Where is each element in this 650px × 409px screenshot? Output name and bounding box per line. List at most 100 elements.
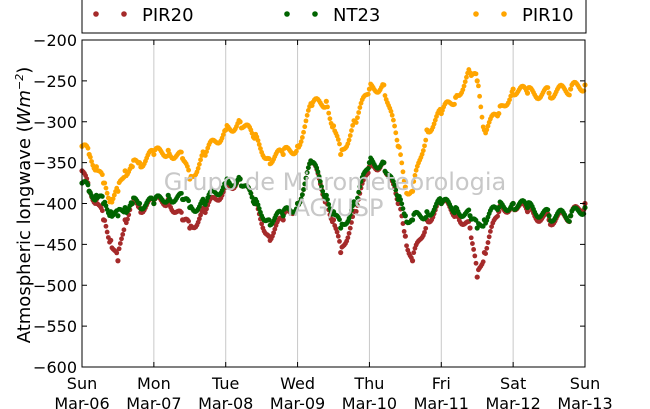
data-point — [259, 221, 265, 227]
data-point — [474, 78, 480, 84]
data-point — [401, 229, 407, 234]
x-tick-date-label: Mar-06 — [54, 394, 109, 409]
data-point — [480, 259, 486, 265]
data-point — [545, 207, 551, 213]
data-point — [299, 135, 305, 140]
data-point — [546, 213, 552, 219]
x-tick-day-label: Sun — [570, 374, 600, 393]
data-point — [198, 157, 203, 163]
plot-points — [79, 67, 588, 280]
data-point — [460, 87, 466, 93]
y-axis-label: Atmospheric longwave (Wm−2) — [13, 67, 35, 344]
data-point — [356, 110, 362, 115]
data-point — [381, 82, 387, 88]
legend: PIR20 NT23 PIR10 — [93, 5, 574, 26]
data-point — [473, 71, 479, 77]
data-point — [93, 164, 99, 170]
data-point — [382, 93, 388, 98]
data-point — [323, 98, 329, 104]
data-point — [103, 185, 109, 191]
data-point — [495, 213, 500, 219]
data-point — [330, 217, 337, 223]
data-point — [411, 179, 417, 184]
data-point — [524, 204, 531, 211]
data-point — [468, 235, 474, 241]
legend-marker — [93, 11, 99, 17]
data-point — [483, 251, 488, 256]
data-point — [464, 74, 469, 80]
x-tick-day-label: Mon — [137, 374, 171, 393]
data-point — [411, 250, 417, 256]
data-point — [345, 235, 351, 241]
x-tick-day-label: Tue — [211, 374, 239, 393]
data-point — [484, 245, 490, 251]
data-point — [398, 197, 403, 203]
data-point — [402, 213, 408, 219]
x-tick-date-label: Mar-08 — [198, 394, 253, 409]
data-point — [422, 229, 427, 235]
data-point — [237, 119, 243, 125]
data-point — [117, 241, 123, 246]
data-point — [99, 208, 105, 214]
data-point — [423, 225, 429, 231]
data-point — [489, 224, 494, 230]
x-tick-date-label: Mar-13 — [557, 394, 612, 409]
data-point — [346, 230, 352, 236]
data-point — [255, 138, 261, 143]
data-point — [335, 137, 341, 142]
y-tick-label: −500 — [33, 276, 77, 295]
data-point — [338, 249, 344, 256]
data-point — [327, 116, 333, 122]
data-point — [301, 129, 306, 135]
data-point — [392, 123, 397, 129]
data-point — [400, 206, 406, 211]
data-point — [487, 229, 493, 234]
x-tick-date-label: Mar-12 — [485, 394, 540, 409]
data-point — [266, 217, 272, 223]
legend-label: NT23 — [333, 5, 380, 26]
data-point — [115, 213, 121, 219]
data-point — [452, 214, 457, 220]
data-point — [545, 85, 551, 90]
data-point — [104, 229, 110, 235]
data-point — [335, 233, 341, 239]
data-point — [102, 218, 108, 223]
legend-label: PIR10 — [522, 5, 574, 26]
data-point — [473, 260, 479, 266]
data-point — [437, 196, 443, 201]
data-point — [314, 165, 320, 171]
data-point — [409, 188, 416, 194]
y-tick-label: −400 — [33, 195, 77, 214]
data-point — [524, 209, 531, 215]
data-point — [316, 174, 322, 179]
data-point — [399, 160, 405, 166]
data-point — [204, 149, 209, 155]
data-point — [388, 108, 394, 114]
y-tick-label: −200 — [33, 31, 77, 50]
data-point — [305, 108, 311, 113]
data-point — [304, 112, 310, 118]
data-point — [303, 118, 309, 124]
y-tick-label: −550 — [33, 317, 77, 336]
data-point — [358, 179, 364, 184]
data-point — [220, 132, 226, 138]
data-point — [413, 167, 419, 173]
data-point — [179, 149, 184, 155]
data-point — [299, 192, 305, 198]
data-point — [353, 209, 359, 214]
data-point — [349, 128, 354, 133]
data-point — [204, 206, 209, 212]
data-point — [404, 243, 409, 249]
legend-marker — [284, 11, 290, 17]
data-point — [420, 148, 426, 153]
data-point — [129, 200, 135, 207]
data-point — [477, 93, 483, 99]
x-tick-day-label: Thu — [353, 374, 384, 393]
data-point — [258, 146, 263, 151]
data-point — [419, 151, 425, 157]
data-point — [392, 182, 397, 188]
data-point — [266, 155, 272, 162]
data-point — [87, 154, 93, 160]
data-point — [151, 200, 157, 207]
